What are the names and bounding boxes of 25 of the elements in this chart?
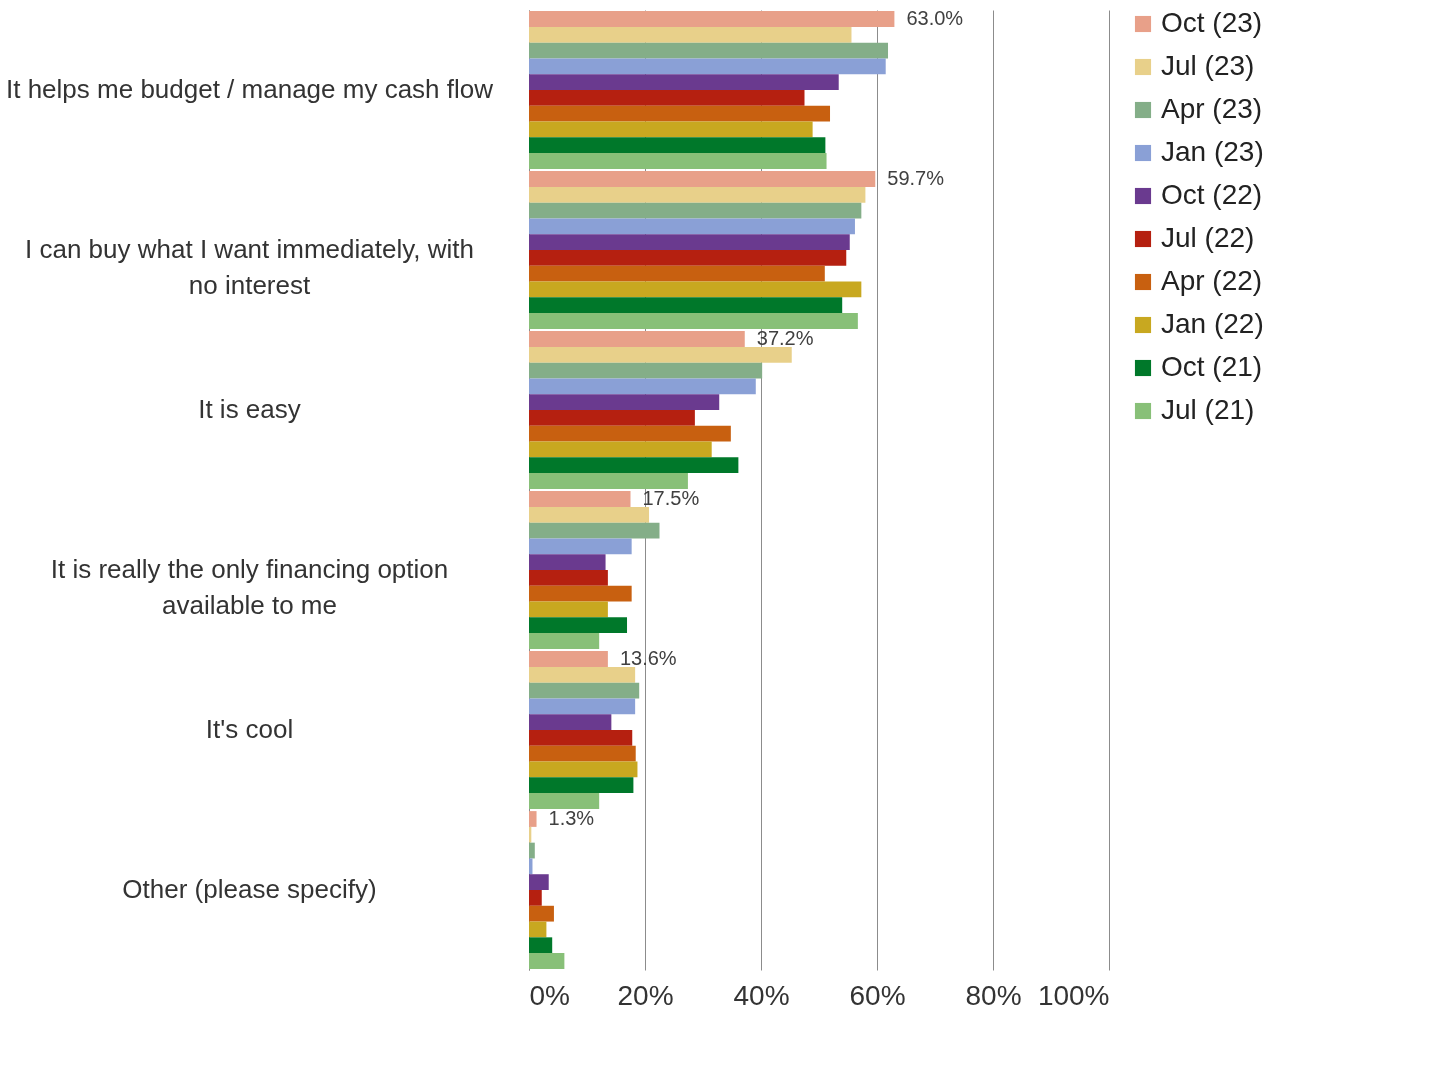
data-label: 1.3% (548, 806, 595, 829)
legend-label: Jan (23) (1161, 136, 1264, 167)
legend-label: Jan (22) (1161, 308, 1264, 339)
legend-label: Oct (22) (1161, 179, 1263, 210)
legend-label: Oct (21) (1161, 351, 1263, 382)
y-tick-label: Other (please specify) (122, 874, 377, 904)
x-tick-label: 0% (529, 979, 570, 1011)
legend-label: Apr (23) (1161, 93, 1263, 124)
x-tick-label: 100% (1037, 979, 1110, 1011)
legend-label: Jul (21) (1161, 394, 1255, 425)
x-tick-label: 60% (849, 979, 906, 1011)
y-tick-label: It is really the only financing option available to me (50, 554, 449, 620)
x-tick-label: 20% (617, 979, 674, 1011)
x-tick-label: 40% (733, 979, 790, 1011)
data-label: 63.0% (906, 6, 964, 29)
legend-label: Oct (23) (1161, 7, 1263, 38)
legend-label: Jul (22) (1161, 222, 1255, 253)
y-tick-label: It's cool (205, 714, 294, 744)
y-tick-label: It helps me budget / manage my cash flow (5, 74, 494, 104)
data-label: 59.7% (887, 166, 945, 189)
x-tick-label: 80% (965, 979, 1022, 1011)
y-tick-label: It is easy (198, 394, 301, 424)
y-tick-label: I can buy what I want immediately, with no interest (25, 234, 474, 300)
legend-label: Apr (22) (1161, 265, 1263, 296)
legend-label: Jul (23) (1161, 50, 1255, 81)
